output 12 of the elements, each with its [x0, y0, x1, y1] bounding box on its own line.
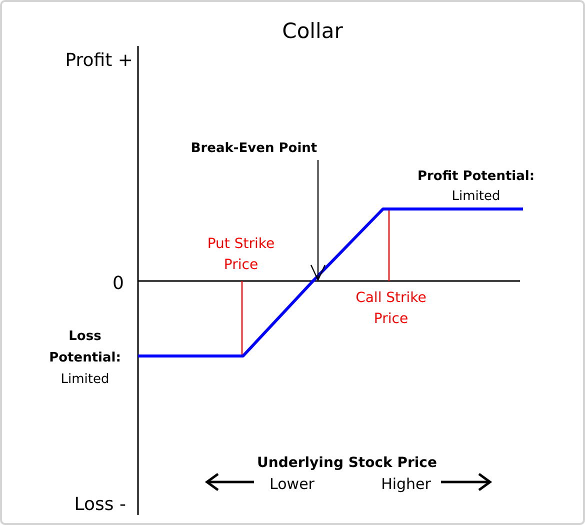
text: 0 — [112, 273, 124, 294]
text: Profit Potential: Limited — [417, 169, 535, 204]
text: Break-Even Point — [190, 141, 318, 156]
chart-title: Collar — [282, 19, 344, 43]
text: Loss - — [74, 494, 126, 515]
text: Higher — [381, 475, 432, 493]
text: Loss Potential: Limited — [49, 329, 121, 387]
text: Lower — [270, 475, 316, 493]
annotation: Call Strike Price — [356, 290, 426, 327]
text: Underlying Stock Price — [257, 455, 437, 471]
annotation: Put Strike Price — [207, 236, 275, 273]
text: Profit + — [65, 50, 133, 71]
